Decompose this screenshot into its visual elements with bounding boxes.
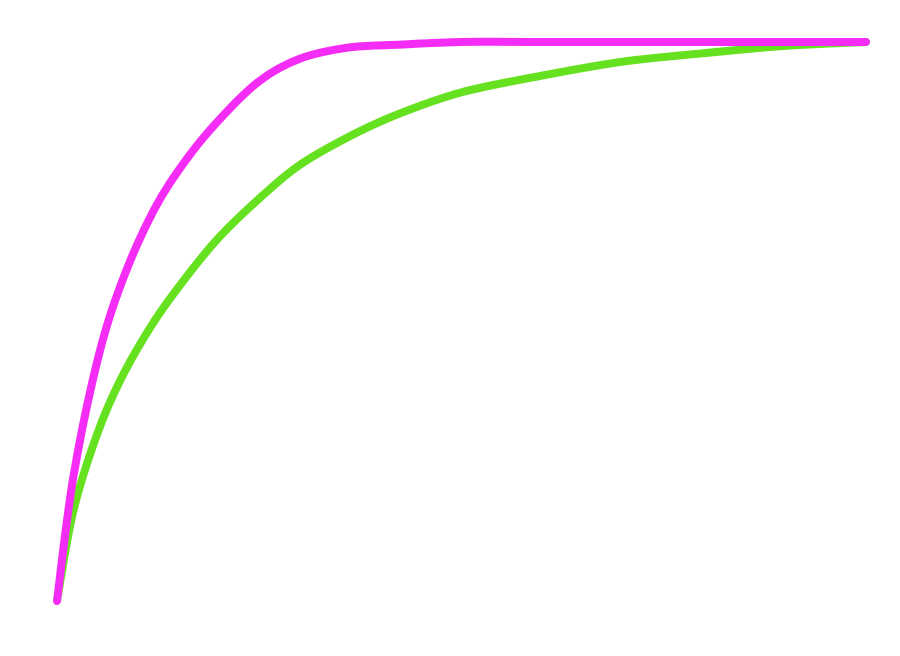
green-series-line [53, 38, 870, 605]
magenta-series-line [53, 37, 870, 605]
